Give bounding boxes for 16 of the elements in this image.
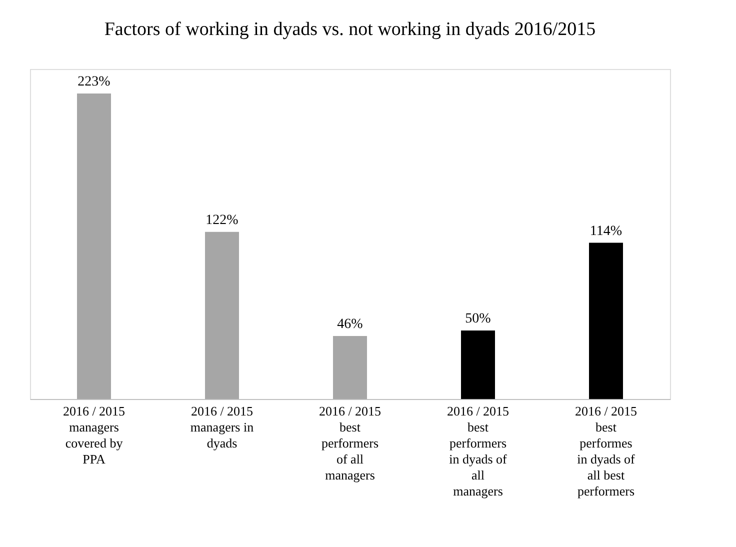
bar: [77, 93, 111, 399]
x-tick-label: 2016 / 2015 best performers of all managers: [318, 404, 382, 482]
bar: [205, 232, 239, 399]
chart-title: Factors of working in dyads vs. not working in dyads 2016/2015: [104, 19, 596, 40]
x-tick-label: 2016 / 2015 best performes in dyads of all best performers: [574, 404, 638, 498]
data-label: 114%: [590, 224, 622, 239]
bar: [589, 242, 623, 399]
x-tick-label: 2016 / 2015 best performers in dyads of all managers: [446, 404, 510, 498]
data-label: 223%: [78, 74, 111, 90]
bar: [333, 336, 367, 399]
data-label: 50%: [465, 311, 492, 326]
x-tick-label: 2016 / 2015 managers covered by PPA: [62, 404, 126, 466]
data-label: 46%: [337, 316, 364, 332]
bar: [461, 330, 495, 399]
x-tick-label: 2016 / 2015 managers in dyads: [190, 404, 254, 450]
data-label: 122%: [206, 212, 239, 228]
